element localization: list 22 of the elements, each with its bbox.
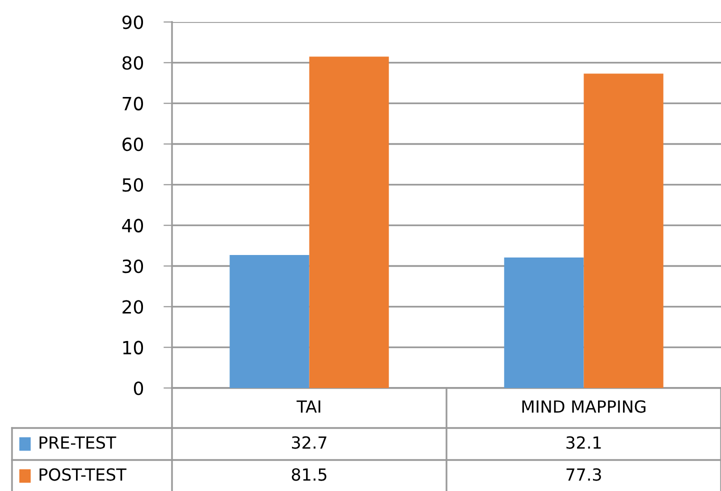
- y-tick-label: 10: [123, 340, 144, 354]
- x-tick-label: MIND MAPPING: [522, 400, 646, 413]
- bar: [504, 257, 584, 388]
- legend-label: POST-TEST: [40, 468, 126, 481]
- y-tick-label: 50: [122, 178, 144, 192]
- bar: [584, 74, 664, 388]
- y-tick-label: 90: [122, 15, 144, 30]
- data-label: 32.1: [566, 436, 601, 449]
- y-tick-label: 80: [122, 56, 144, 70]
- legend-label: PRE-TEST: [40, 436, 116, 449]
- y-tick-label: 70: [122, 96, 144, 110]
- y-tick-label: 60: [122, 137, 144, 152]
- y-tick-label: 20: [122, 300, 144, 314]
- y-tick-label: 30: [122, 259, 144, 274]
- data-label: 32.7: [292, 436, 326, 449]
- bar: [309, 56, 389, 388]
- x-tick-label: TAI: [296, 400, 320, 413]
- bar: [230, 255, 310, 388]
- data-label: 81.5: [292, 468, 326, 481]
- y-tick-label: 0: [134, 381, 144, 396]
- data-label: 77.3: [566, 468, 601, 481]
- y-tick-label: 40: [122, 218, 144, 232]
